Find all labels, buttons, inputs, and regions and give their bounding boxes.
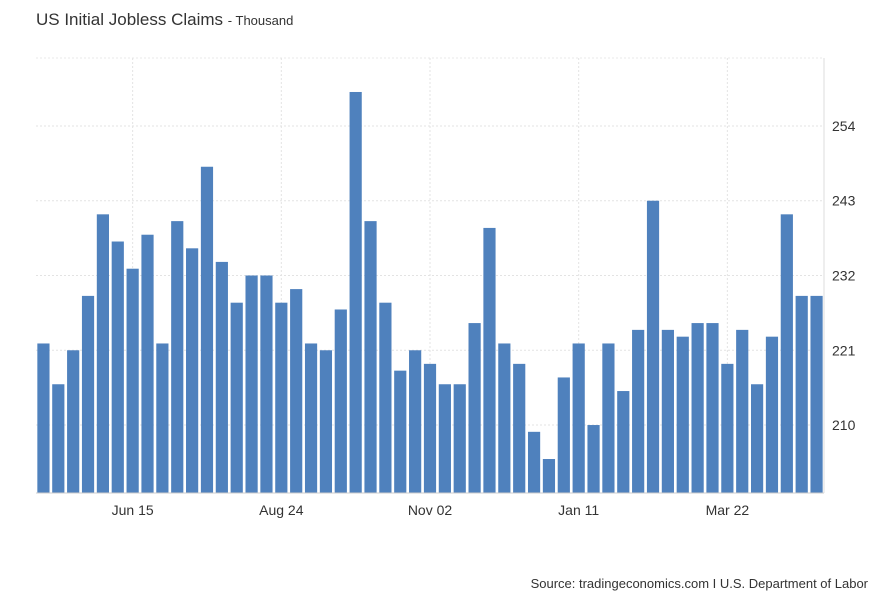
x-tick-label: Jun 15 [112, 502, 154, 518]
bar [379, 303, 391, 493]
bar [573, 343, 585, 493]
bars [37, 92, 822, 493]
bar [52, 384, 64, 493]
bar [260, 276, 272, 494]
bar [647, 201, 659, 493]
bar [320, 350, 332, 493]
bar [781, 214, 793, 493]
bar [587, 425, 599, 493]
bar [692, 323, 704, 493]
x-tick-label: Jan 11 [558, 502, 599, 518]
bar [216, 262, 228, 493]
bar [245, 276, 257, 494]
bar [483, 228, 495, 493]
bar [82, 296, 94, 493]
bar [543, 459, 555, 493]
bar [201, 167, 213, 493]
bar [127, 269, 139, 493]
bar [171, 221, 183, 493]
source-note: Source: tradingeconomics.com I U.S. Depa… [531, 576, 868, 591]
bar [350, 92, 362, 493]
bar [766, 337, 778, 493]
bar [469, 323, 481, 493]
bar [394, 371, 406, 493]
y-tick-label: 232 [832, 268, 856, 284]
bar [305, 343, 317, 493]
bar [706, 323, 718, 493]
bar [662, 330, 674, 493]
bar [364, 221, 376, 493]
bar [141, 235, 153, 493]
bar [721, 364, 733, 493]
bar [513, 364, 525, 493]
x-tick-label: Aug 24 [259, 502, 304, 518]
y-tick-label: 210 [832, 417, 856, 433]
bar [617, 391, 629, 493]
bar [810, 296, 822, 493]
bar [409, 350, 421, 493]
bar [275, 303, 287, 493]
y-tick-label: 221 [832, 342, 856, 358]
bar [424, 364, 436, 493]
bar [67, 350, 79, 493]
bar [632, 330, 644, 493]
bar [231, 303, 243, 493]
x-tick-label: Nov 02 [408, 502, 453, 518]
bar [112, 242, 124, 493]
bar [528, 432, 540, 493]
y-tick-label: 254 [832, 118, 856, 134]
bar [290, 289, 302, 493]
bar [558, 377, 570, 493]
bar [156, 343, 168, 493]
x-tick-label: Mar 22 [706, 502, 750, 518]
bar [736, 330, 748, 493]
bar [335, 309, 347, 493]
y-tick-label: 243 [832, 193, 856, 209]
bar [796, 296, 808, 493]
bar [186, 248, 198, 493]
bar [602, 343, 614, 493]
bar [454, 384, 466, 493]
bar [751, 384, 763, 493]
bar [97, 214, 109, 493]
bar [37, 343, 49, 493]
bar [677, 337, 689, 493]
bar [439, 384, 451, 493]
bar [498, 343, 510, 493]
